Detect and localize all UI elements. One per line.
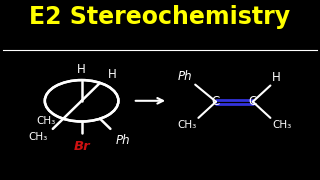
- Text: E2 Stereochemistry: E2 Stereochemistry: [29, 5, 291, 29]
- Text: Ph: Ph: [115, 134, 130, 147]
- Text: C: C: [249, 95, 257, 108]
- Text: H: H: [272, 71, 281, 84]
- Text: CH₃: CH₃: [29, 132, 48, 142]
- Text: CH₃: CH₃: [178, 120, 197, 130]
- Text: CH₃: CH₃: [37, 116, 56, 126]
- Text: H: H: [77, 63, 86, 76]
- Text: Br: Br: [73, 140, 90, 153]
- Text: H: H: [108, 68, 117, 81]
- Text: C: C: [212, 95, 220, 108]
- Text: CH₃: CH₃: [272, 120, 291, 130]
- Text: Ph: Ph: [178, 70, 193, 83]
